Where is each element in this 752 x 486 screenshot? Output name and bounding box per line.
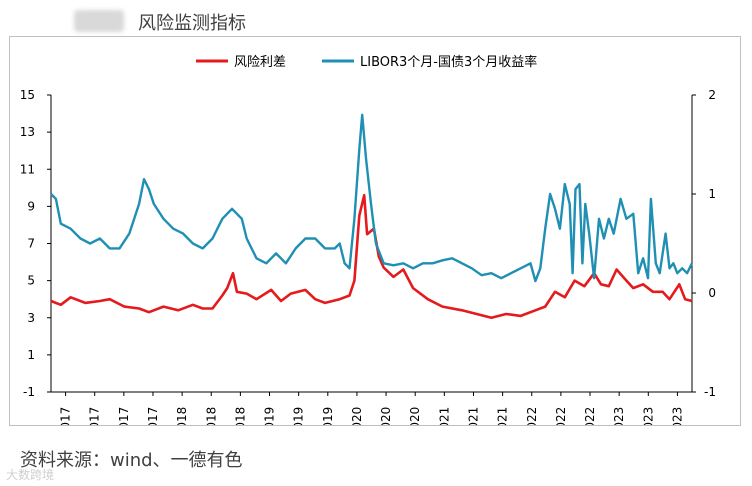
y-right-tick-label: 0 bbox=[708, 286, 716, 300]
series-line-1 bbox=[50, 193, 693, 320]
x-tick-label: 2021 bbox=[496, 407, 510, 425]
x-tick-label: 2020 bbox=[408, 407, 422, 425]
x-tick-label: 2017 bbox=[59, 407, 73, 425]
y-left-tick-label: 13 bbox=[20, 125, 35, 139]
chart-frame: -1 1 3 5 7 9 11 13 15 -1 0 1 2 2017 2017 2017 2017 2018 20… bbox=[9, 36, 741, 426]
x-tick-label: 2017 bbox=[146, 407, 160, 425]
watermark: 大数跨境 bbox=[6, 468, 55, 482]
title-prefix-redacted bbox=[74, 10, 124, 32]
x-tick-label: 2020 bbox=[379, 407, 393, 425]
x-tick-label: 2018 bbox=[233, 407, 247, 425]
y-left-tick-label: 1 bbox=[27, 348, 35, 362]
x-tick-label: 2020 bbox=[350, 407, 364, 425]
x-tick-label: 2022 bbox=[583, 407, 597, 425]
y-left-tick-label: 7 bbox=[27, 237, 35, 251]
x-tick-label: 2023 bbox=[670, 407, 684, 425]
y-left-tick-label: 9 bbox=[27, 199, 35, 213]
x-tick-label: 2017 bbox=[117, 407, 131, 425]
y-right-tick-label: 1 bbox=[708, 187, 716, 201]
page-title: 风险监测指标 bbox=[138, 13, 246, 34]
x-tick-label: 2019 bbox=[292, 407, 306, 425]
legend-label-1: 风险利差 bbox=[234, 55, 286, 70]
x-tick-label: 2022 bbox=[525, 407, 539, 425]
source-note: 资料来源：wind、一德有色 bbox=[20, 450, 243, 471]
y-right-tick-label: -1 bbox=[704, 385, 716, 399]
x-tick-label: 2021 bbox=[437, 407, 451, 425]
x-tick-label: 2017 bbox=[88, 407, 102, 425]
x-tick-label: 2022 bbox=[554, 407, 568, 425]
y-left-tick-label: -1 bbox=[23, 385, 35, 399]
x-tick-label: 2021 bbox=[466, 407, 480, 425]
y-right-tick-label: 2 bbox=[708, 88, 716, 102]
x-tick-label: 2019 bbox=[321, 407, 335, 425]
y-left-tick-label: 3 bbox=[27, 311, 35, 325]
x-tick-label: 2018 bbox=[204, 407, 218, 425]
y-left-tick-label: 5 bbox=[27, 274, 35, 288]
x-tick-label: 2018 bbox=[175, 407, 189, 425]
x-tick-label: 2023 bbox=[612, 407, 626, 425]
series-line-2 bbox=[50, 113, 694, 283]
x-tick-label: 2019 bbox=[263, 407, 277, 425]
y-left-tick-label: 15 bbox=[20, 88, 35, 102]
y-left-tick-label: 11 bbox=[20, 162, 35, 176]
x-tick-label: 2023 bbox=[641, 407, 655, 425]
legend-label-2: LIBOR3个月-国债3个月收益率 bbox=[360, 54, 537, 70]
